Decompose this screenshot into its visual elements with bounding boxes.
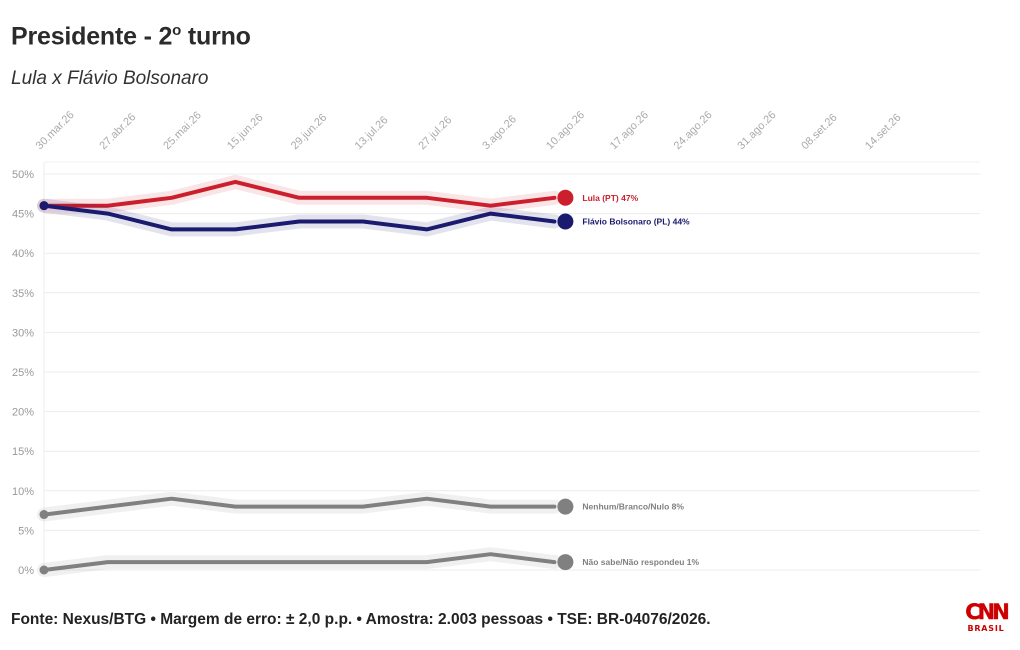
- series-nao-sabe-nao-respondeu-end-label: Não sabe/Não respondeu 1%: [582, 557, 699, 567]
- y-tick-label: 0%: [18, 565, 34, 577]
- end-labels: Lula (PT) 47% Flávio Bolsonaro (PL) 44% Ne…: [582, 193, 699, 567]
- x-tick-label: 14.set.26: [863, 112, 903, 152]
- series-lula-pt-line: [42, 179, 557, 208]
- x-axis-ticks: 30.mar.26 27.abr.26 25.mai.26 15.jun.26 29.j…: [34, 109, 904, 152]
- series-nao-sabe-nao-respondeu-line: [42, 552, 557, 572]
- y-axis-ticks: 0% 5% 10% 15% 20% 25% 30% 35% 40% 45% 50%: [12, 169, 34, 577]
- series-lines: [37, 174, 574, 577]
- series-nenhum-branco-nulo-line: [42, 496, 557, 517]
- series-nao-sabe-nao-respondeu-end-point: [557, 554, 574, 571]
- x-tick-label: 29.jun.26: [289, 112, 329, 152]
- y-tick-label: 15%: [12, 446, 34, 458]
- y-tick-label: 10%: [12, 486, 34, 498]
- x-tick-label: 3.ago.26: [480, 113, 519, 152]
- series-flavio-bolsonaro-pl-start-point: [39, 201, 49, 211]
- y-tick-label: 40%: [12, 248, 34, 260]
- x-tick-label: 08.set.26: [799, 112, 839, 152]
- x-tick-label: 17.ago.26: [608, 109, 651, 152]
- y-tick-label: 20%: [12, 407, 34, 419]
- series-nenhum-branco-nulo-end-point: [557, 498, 574, 515]
- chart-title: Presidente - 2o turno: [11, 22, 251, 51]
- grid-lines: [43, 161, 980, 571]
- cnn-brasil-logo: CNN BRASIL: [960, 601, 1012, 633]
- line-chart: 0% 5% 10% 15% 20% 25% 30% 35% 40% 45% 50% 30.mar.2…: [12, 109, 980, 577]
- y-tick-label: 30%: [12, 327, 34, 339]
- series-flavio-bolsonaro-pl-line: [42, 203, 557, 232]
- source-note: Fonte: Nexus/BTG • Margem de erro: ± 2,0…: [11, 611, 711, 628]
- y-tick-label: 25%: [12, 367, 34, 379]
- x-tick-label: 25.mai.26: [161, 109, 204, 152]
- series-nenhum-branco-nulo-end-label: Nenhum/Branco/Nulo 8%: [582, 502, 684, 512]
- logo-sub: BRASIL: [967, 624, 1005, 633]
- x-tick-label: 27.jul.26: [416, 114, 454, 152]
- series-flavio-bolsonaro-pl-end-point: [557, 213, 574, 230]
- x-tick-label: 13.jul.26: [353, 114, 391, 152]
- y-tick-label: 35%: [12, 288, 34, 300]
- y-tick-label: 45%: [12, 209, 34, 221]
- series-lula-pt-end-point: [557, 189, 574, 206]
- logo-mark: CNN: [965, 600, 1010, 624]
- x-tick-label: 30.mar.26: [34, 109, 77, 152]
- x-tick-label: 27.abr.26: [97, 111, 138, 152]
- series-flavio-bolsonaro-pl-end-label: Flávio Bolsonaro (PL) 44%: [582, 217, 690, 227]
- x-tick-label: 24.ago.26: [672, 109, 715, 152]
- series-nenhum-branco-nulo-start-point: [39, 510, 49, 520]
- x-tick-label: 31.ago.26: [735, 109, 778, 152]
- y-tick-label: 50%: [12, 169, 34, 181]
- x-tick-label: 15.jun.26: [225, 112, 265, 152]
- x-tick-label: 10.ago.26: [544, 109, 587, 152]
- chart-subtitle: Lula x Flávio Bolsonaro: [11, 68, 209, 89]
- y-tick-label: 5%: [18, 525, 34, 537]
- series-lula-pt-end-label: Lula (PT) 47%: [582, 193, 638, 203]
- series-nao-sabe-nao-respondeu-start-point: [39, 565, 49, 575]
